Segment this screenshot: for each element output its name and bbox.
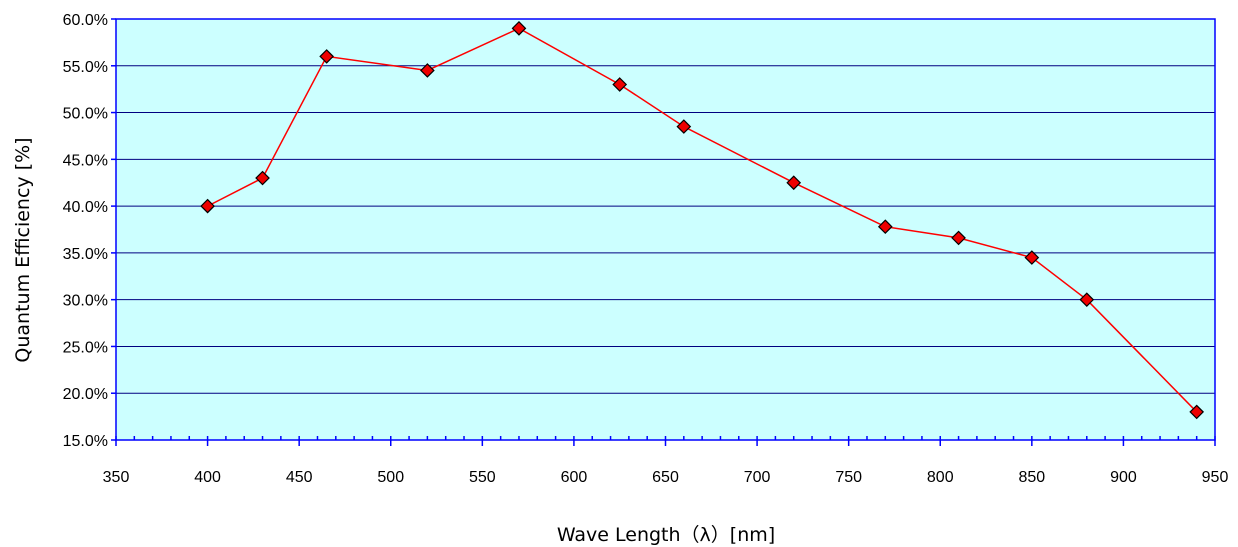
x-tick-label: 750 (835, 469, 862, 486)
x-tick-label: 550 (469, 469, 496, 486)
data-point-marker (877, 219, 893, 235)
data-point-marker (786, 175, 802, 191)
data-point-marker (1079, 292, 1095, 308)
y-axis-title: Quantum Efficiency [%] (12, 137, 34, 362)
y-tick-label: 50.0% (63, 106, 108, 123)
y-tick-label: 30.0% (63, 293, 108, 310)
data-point-marker (1024, 250, 1040, 265)
x-axis-title: Wave Length（λ）[nm] (557, 524, 775, 546)
x-tick-labels: 350 400 450 500 550 600 650 700 750 800 850 900 950 (103, 469, 1229, 486)
y-tick-labels: 15.0% 20.0% 25.0% 30.0% 35.0% 40.0% 45.0% 50.0%… (63, 12, 108, 450)
data-point-marker (676, 119, 692, 134)
data-point-marker (612, 77, 628, 92)
gridlines (116, 65, 1215, 394)
x-tick-label: 450 (286, 469, 313, 486)
y-tick-label: 55.0% (63, 59, 108, 76)
data-point-marker (200, 198, 215, 214)
data-point-marker (951, 230, 966, 246)
y-tick-label: 15.0% (63, 433, 108, 450)
data-point-marker (319, 49, 334, 64)
data-point-marker (255, 170, 270, 186)
plot-frame (115, 18, 1216, 441)
plot-area (116, 19, 1215, 440)
x-tick-label: 800 (927, 469, 954, 486)
x-tick-label: 600 (561, 469, 588, 486)
y-tick-label: 20.0% (63, 386, 108, 403)
y-tick-label: 45.0% (63, 152, 108, 169)
x-tick-label: 700 (744, 469, 771, 486)
data-point-marker (1189, 404, 1205, 420)
x-tick-label: 500 (377, 469, 404, 486)
y-tick-label: 25.0% (63, 339, 108, 356)
y-tick-label: 40.0% (63, 199, 108, 216)
data-point-marker (511, 21, 527, 36)
data-point-marker (420, 63, 435, 78)
x-tick-label: 400 (194, 469, 221, 486)
x-tick-label: 650 (652, 469, 679, 486)
x-tick-label: 900 (1110, 469, 1137, 486)
x-tick-label: 850 (1018, 469, 1045, 486)
y-tick-label: 35.0% (63, 246, 108, 263)
data-series (200, 21, 1205, 420)
x-tick-label: 950 (1202, 469, 1229, 486)
y-tick-label: 60.0% (63, 12, 108, 29)
x-tick-label: 350 (103, 469, 130, 486)
